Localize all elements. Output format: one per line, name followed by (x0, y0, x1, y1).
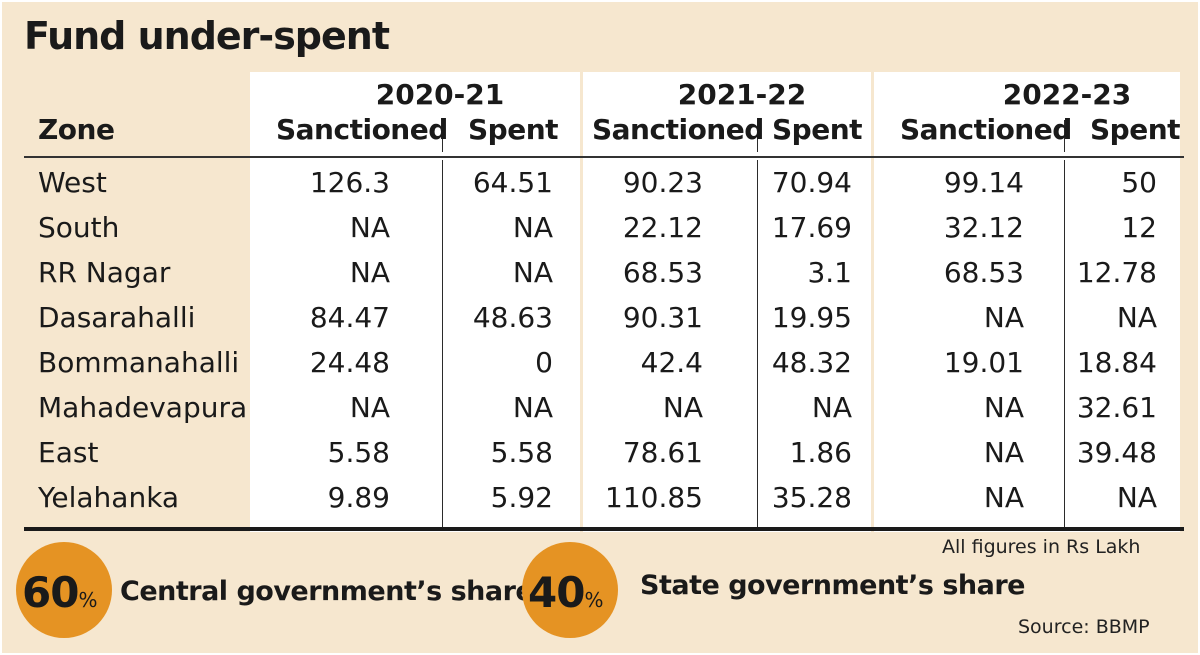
table-cell: 42.4 (640, 346, 703, 379)
table-cell: NA (349, 256, 390, 289)
table-cell: 17.69 (771, 211, 852, 244)
zone-header: Zone (38, 113, 115, 146)
table-cell: NA (512, 256, 553, 289)
table-cell: 32.61 (1076, 391, 1157, 424)
zone-label: Dasarahalli (38, 301, 196, 334)
state-share-percent: 40% (528, 568, 604, 617)
table-cell: 12 (1121, 211, 1157, 244)
table-cell: 18.84 (1076, 346, 1157, 379)
table-cell: NA (983, 436, 1024, 469)
zone-label: Bommanahalli (38, 346, 240, 379)
year-header-2020-21: 2020-21 (375, 78, 505, 111)
table-cell: 90.31 (622, 301, 703, 334)
table-cell: 126.3 (309, 166, 390, 199)
table-cell: 39.48 (1076, 436, 1157, 469)
table-cell: 5.58 (490, 436, 553, 469)
table-cell: NA (983, 481, 1024, 514)
table-row: East 5.58 5.58 78.61 1.86 NA 39.48 (0, 436, 1200, 481)
table-cell: 3.1 (807, 256, 852, 289)
table-cell: 32.12 (943, 211, 1024, 244)
table-cell: 70.94 (771, 166, 852, 199)
zone-label: Yelahanka (38, 481, 180, 514)
year-header-2022-23: 2022-23 (1002, 78, 1132, 111)
zone-label: Mahadevapura (38, 391, 248, 424)
panel-2021-22 (583, 72, 871, 532)
header-divider (1064, 120, 1065, 152)
column-divider (442, 160, 443, 528)
panel-2020-21 (250, 72, 580, 532)
table-cell: 90.23 (622, 166, 703, 199)
sanctioned-header: Sanctioned (900, 113, 1072, 146)
table-cell: NA (349, 391, 390, 424)
table-cell: 68.53 (943, 256, 1024, 289)
table-cell: 22.12 (622, 211, 703, 244)
year-header-2021-22: 2021-22 (677, 78, 807, 111)
table-row: Mahadevapura NA NA NA NA NA 32.61 (0, 391, 1200, 436)
table-cell: 78.61 (622, 436, 703, 469)
header-rule (24, 156, 1184, 158)
zone-label: West (38, 166, 107, 199)
panel-2022-23 (874, 72, 1180, 532)
zone-label: East (38, 436, 99, 469)
table-cell: 84.47 (309, 301, 390, 334)
table-cell: NA (1116, 481, 1157, 514)
table-row: Yelahanka 9.89 5.92 110.85 35.28 NA NA (0, 481, 1200, 526)
share-circle-central (16, 542, 112, 638)
table-cell: NA (1116, 301, 1157, 334)
units-note: All figures in Rs Lakh (942, 536, 1141, 558)
table-cell: 24.48 (309, 346, 390, 379)
header-divider (757, 120, 758, 152)
table-cell: 0 (535, 346, 553, 379)
header-divider (442, 120, 443, 152)
table-row: RR Nagar NA NA 68.53 3.1 68.53 12.78 (0, 256, 1200, 301)
table-row: Bommanahalli 24.48 0 42.4 48.32 19.01 18.84 (0, 346, 1200, 391)
table-cell: NA (811, 391, 852, 424)
table-cell: NA (662, 391, 703, 424)
table-cell: 48.32 (771, 346, 852, 379)
table-cell: 50 (1121, 166, 1157, 199)
table-cell: 35.28 (771, 481, 852, 514)
table-cell: NA (512, 391, 553, 424)
table-cell: 48.63 (472, 301, 553, 334)
table-cell: NA (512, 211, 553, 244)
share-circle-state (522, 542, 618, 638)
page-title: Fund under-spent (24, 14, 390, 58)
table-cell: NA (983, 391, 1024, 424)
zone-label: RR Nagar (38, 256, 171, 289)
column-divider (757, 160, 758, 528)
table-cell: 5.58 (327, 436, 390, 469)
state-share-label: State government’s share (640, 570, 1025, 601)
table-cell: 19.01 (943, 346, 1024, 379)
table-cell: 19.95 (771, 301, 852, 334)
table-cell: 9.89 (327, 481, 390, 514)
table-row: South NA NA 22.12 17.69 32.12 12 (0, 211, 1200, 256)
table-cell: NA (983, 301, 1024, 334)
central-share-label: Central government’s share (120, 576, 534, 607)
table-cell: NA (349, 211, 390, 244)
zone-label: South (38, 211, 120, 244)
table-cell: 64.51 (472, 166, 553, 199)
spent-header: Spent (1090, 113, 1181, 146)
table-cell: 1.86 (789, 436, 852, 469)
table-row: Dasarahalli 84.47 48.63 90.31 19.95 NA NA (0, 301, 1200, 346)
sanctioned-header: Sanctioned (276, 113, 448, 146)
source-note: Source: BBMP (1018, 616, 1150, 638)
column-divider (1064, 160, 1065, 528)
table-cell: 99.14 (943, 166, 1024, 199)
table-cell: 5.92 (490, 481, 553, 514)
central-share-percent: 60% (22, 568, 98, 617)
spent-header: Spent (772, 113, 863, 146)
table-cell: 68.53 (622, 256, 703, 289)
table-cell: 12.78 (1076, 256, 1157, 289)
table-row: West 126.3 64.51 90.23 70.94 99.14 50 (0, 166, 1200, 211)
bottom-rule (24, 527, 1184, 531)
sanctioned-header: Sanctioned (592, 113, 764, 146)
table-cell: 110.85 (605, 481, 703, 514)
spent-header: Spent (468, 113, 559, 146)
